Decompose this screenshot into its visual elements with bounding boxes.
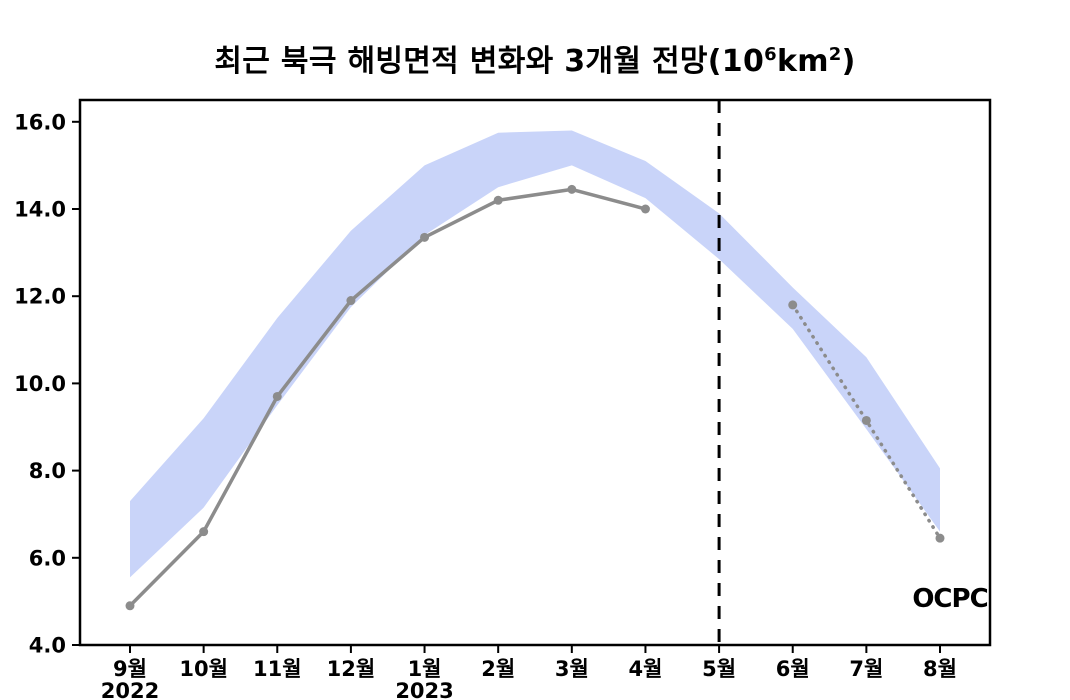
x-tick-label: 4월 — [628, 657, 662, 681]
forecast-marker — [935, 533, 945, 543]
y-tick-label: 10.0 — [14, 372, 66, 396]
title-superscript-6: 6 — [764, 44, 777, 65]
x-tick-label: 8월 — [923, 657, 957, 681]
y-tick-label: 8.0 — [29, 459, 66, 483]
x-tick-label: 3월 — [555, 657, 589, 681]
title-unit-text: km — [776, 44, 829, 79]
title-text: 최근 북극 해빙면적 변화와 3개월 전망(10 — [214, 44, 765, 79]
x-tick-label: 11월 — [253, 657, 302, 681]
y-tick-label: 12.0 — [14, 285, 66, 309]
forecast-marker — [788, 300, 798, 310]
chart-title: 최근 북극 해빙면적 변화와 3개월 전망(106km2) — [0, 36, 1070, 80]
ocpc-logo: OCPC — [912, 584, 988, 614]
x-tick-label: 7월 — [849, 657, 883, 681]
title-superscript-2: 2 — [828, 44, 842, 65]
ocpc-logo-text: OCPC — [912, 584, 987, 614]
y-tick-label: 6.0 — [29, 546, 66, 570]
x-tick-label: 2월 — [481, 657, 515, 681]
x-tick-label: 12월 — [327, 657, 376, 681]
x-year-label: 2023 — [395, 679, 453, 700]
x-tick-label: 5월 — [702, 657, 736, 681]
x-tick-label: 9월 — [113, 657, 147, 681]
title-close-paren: ) — [841, 44, 856, 79]
plot-border — [78, 98, 992, 647]
observed-marker — [199, 527, 209, 537]
x-tick-label: 6월 — [776, 657, 810, 681]
observed-marker — [420, 232, 430, 242]
observed-marker — [567, 184, 577, 194]
observed-marker — [272, 391, 282, 401]
climatology-band — [130, 130, 940, 578]
x-year-label: 2022 — [101, 679, 159, 700]
observed-marker — [493, 195, 503, 205]
forecast-marker — [861, 415, 871, 425]
observed-marker — [125, 601, 135, 611]
observed-marker — [640, 204, 650, 214]
y-tick-label: 14.0 — [14, 198, 66, 222]
x-tick-label: 10월 — [179, 657, 228, 681]
y-tick-label: 16.0 — [14, 110, 66, 134]
observed-line — [128, 187, 646, 607]
x-tick-label: 1월 — [408, 657, 442, 681]
y-tick-label: 4.0 — [29, 634, 66, 658]
observed-marker — [346, 296, 356, 306]
